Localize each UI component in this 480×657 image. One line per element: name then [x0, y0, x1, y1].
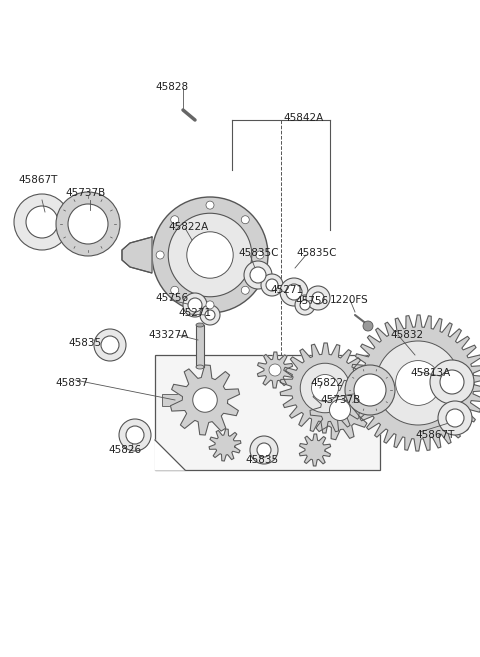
Circle shape: [187, 232, 233, 278]
Text: 43327A: 43327A: [148, 330, 188, 340]
Polygon shape: [122, 237, 152, 273]
Ellipse shape: [345, 365, 395, 415]
Circle shape: [430, 360, 474, 404]
Circle shape: [269, 364, 281, 376]
Circle shape: [257, 443, 271, 457]
Text: 45835C: 45835C: [238, 248, 278, 258]
Circle shape: [119, 419, 151, 451]
Circle shape: [306, 286, 330, 310]
Circle shape: [205, 310, 215, 320]
Text: 45835: 45835: [245, 455, 278, 465]
Circle shape: [250, 267, 266, 283]
Circle shape: [250, 436, 278, 464]
Circle shape: [241, 286, 249, 294]
Circle shape: [300, 300, 310, 310]
Bar: [162, 394, 194, 406]
Ellipse shape: [354, 374, 386, 406]
Circle shape: [183, 293, 207, 317]
Circle shape: [126, 426, 144, 444]
Text: 45271: 45271: [270, 285, 303, 295]
Circle shape: [300, 363, 350, 413]
Text: 45867T: 45867T: [415, 430, 455, 440]
Circle shape: [329, 399, 350, 420]
Polygon shape: [170, 365, 240, 435]
Polygon shape: [257, 352, 293, 388]
Ellipse shape: [196, 365, 204, 369]
Bar: [196, 325, 204, 367]
Circle shape: [152, 197, 268, 313]
Circle shape: [94, 329, 126, 361]
Ellipse shape: [68, 204, 108, 244]
Text: 45737B: 45737B: [320, 395, 360, 405]
Circle shape: [295, 295, 315, 315]
Circle shape: [244, 261, 272, 289]
Text: 45813A: 45813A: [410, 368, 450, 378]
Circle shape: [438, 401, 472, 435]
Ellipse shape: [196, 323, 204, 327]
Circle shape: [446, 409, 464, 427]
Circle shape: [171, 215, 179, 224]
Circle shape: [312, 374, 338, 401]
Circle shape: [101, 336, 119, 354]
Text: 45837: 45837: [55, 378, 88, 388]
Text: 45271: 45271: [178, 308, 211, 318]
Ellipse shape: [56, 192, 120, 256]
Circle shape: [206, 301, 214, 309]
Polygon shape: [310, 380, 370, 440]
Circle shape: [14, 194, 70, 250]
Polygon shape: [209, 429, 241, 461]
Circle shape: [241, 215, 249, 224]
Circle shape: [266, 279, 278, 291]
Circle shape: [286, 284, 302, 300]
Circle shape: [206, 201, 214, 209]
Circle shape: [396, 361, 441, 405]
Text: 45842A: 45842A: [283, 113, 323, 123]
Circle shape: [363, 321, 373, 331]
Circle shape: [26, 206, 58, 238]
Circle shape: [261, 274, 283, 296]
Text: 45835C: 45835C: [296, 248, 336, 258]
Polygon shape: [300, 434, 331, 466]
Text: 45835: 45835: [68, 338, 101, 348]
Circle shape: [200, 305, 220, 325]
Circle shape: [193, 388, 217, 412]
Text: 45822A: 45822A: [168, 222, 208, 232]
Text: 45756: 45756: [295, 296, 328, 306]
Bar: [340, 404, 368, 416]
Circle shape: [171, 286, 179, 294]
Text: 1220FS: 1220FS: [330, 295, 369, 305]
Polygon shape: [280, 343, 370, 433]
Text: 45832: 45832: [390, 330, 423, 340]
Circle shape: [440, 370, 464, 394]
Text: 45826: 45826: [108, 445, 141, 455]
Text: 45737B: 45737B: [65, 188, 105, 198]
Text: 45828: 45828: [155, 82, 188, 92]
Circle shape: [188, 298, 202, 312]
Bar: [155, 355, 380, 470]
Text: 45867T: 45867T: [18, 175, 58, 185]
Circle shape: [256, 251, 264, 259]
Text: 45756: 45756: [155, 293, 188, 303]
Circle shape: [280, 278, 308, 306]
Text: 45822: 45822: [310, 378, 343, 388]
Circle shape: [376, 341, 460, 425]
Circle shape: [312, 292, 324, 304]
Polygon shape: [350, 315, 480, 451]
Circle shape: [168, 214, 252, 297]
Circle shape: [156, 251, 164, 259]
Polygon shape: [155, 440, 185, 470]
